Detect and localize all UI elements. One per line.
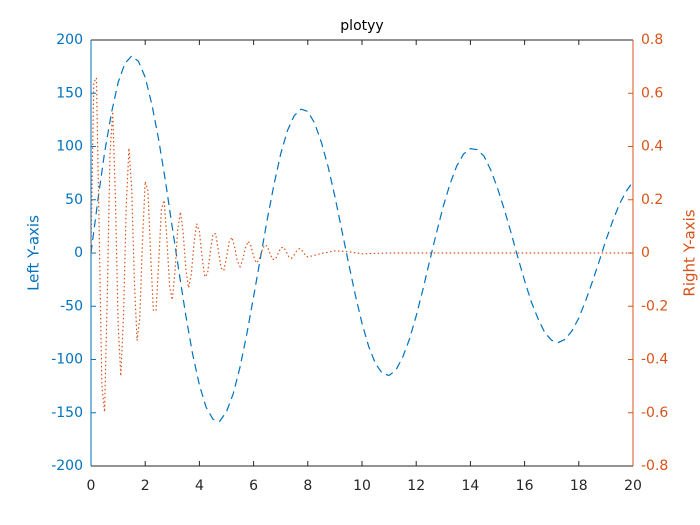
- y2-tick-label: -0.2: [641, 298, 668, 314]
- chart-title: plotyy: [340, 18, 383, 34]
- x-tick-label: 14: [461, 478, 479, 494]
- y2-tick-label: 0.8: [641, 32, 663, 48]
- y-tick-label: -200: [51, 458, 83, 474]
- y2-tick-label: -0.6: [641, 405, 668, 421]
- y-tick-label: -150: [51, 405, 83, 421]
- y2-axis-label: Right Y-axis: [681, 209, 699, 296]
- series-line: [90, 75, 633, 413]
- y2-tick-label: 0.6: [641, 85, 663, 101]
- y-tick-label: -100: [51, 352, 83, 368]
- y-tick-label: 0: [74, 245, 83, 261]
- y2-tick-label: -0.8: [641, 458, 668, 474]
- x-tick-label: 20: [624, 478, 642, 494]
- y-tick-label: 200: [56, 32, 83, 48]
- y-tick-label: 50: [65, 192, 83, 208]
- x-tick-label: 2: [141, 478, 150, 494]
- y2-tick-label: 0.4: [641, 139, 663, 155]
- y-axis-label: Left Y-axis: [25, 215, 43, 291]
- x-tick-label: 4: [195, 478, 204, 494]
- y2-tick-label: 0: [641, 245, 650, 261]
- series-line: [90, 55, 634, 422]
- x-tick-label: 16: [516, 478, 534, 494]
- x-tick-label: 18: [570, 478, 588, 494]
- x-tick-label: 8: [303, 478, 312, 494]
- y2-tick-label: -0.4: [641, 352, 668, 368]
- y-tick-label: -50: [60, 298, 83, 314]
- y-tick-label: 100: [56, 139, 83, 155]
- y2-tick-label: 0.2: [641, 192, 663, 208]
- x-tick-label: 10: [353, 478, 371, 494]
- y-tick-label: 150: [56, 85, 83, 101]
- x-tick-label: 6: [249, 478, 258, 494]
- x-tick-label: 0: [87, 478, 96, 494]
- x-tick-label: 12: [407, 478, 425, 494]
